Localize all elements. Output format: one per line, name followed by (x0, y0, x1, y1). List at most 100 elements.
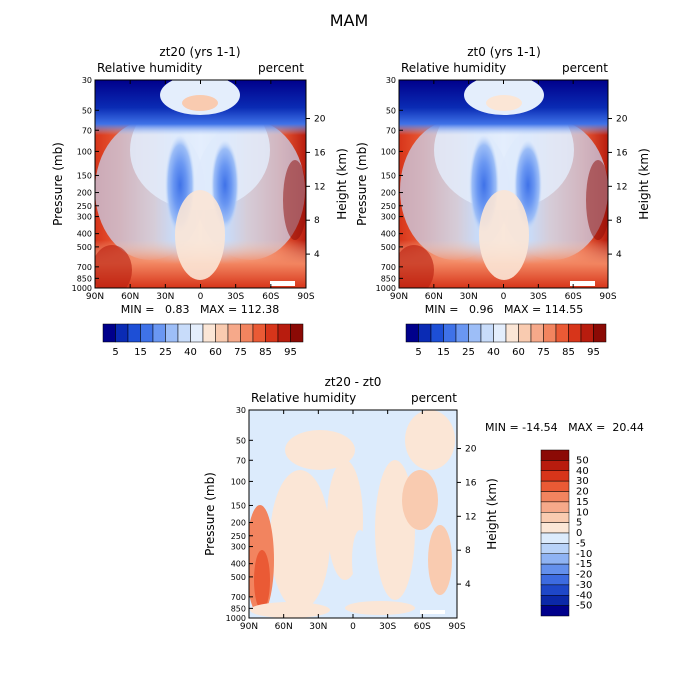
stats-text: MIN = -14.54 MAX = 20.44 (485, 421, 644, 434)
panel-difference: zt20 - zt0 Relative humidity percent 90N… (203, 375, 644, 632)
x-tick-label: 0 (501, 292, 507, 302)
colorbar-box (540, 460, 570, 471)
y-tick-label: 50 (386, 106, 396, 115)
y-tick-label: 850 (231, 604, 246, 613)
y-tick-right-label: 20 (616, 115, 628, 125)
x-tick-label: 60N (425, 292, 443, 302)
y-tick-label: 700 (77, 263, 92, 272)
colorbar-label: 95 (587, 347, 600, 358)
colorbar-box (418, 323, 432, 343)
colorbar-box (190, 323, 204, 343)
colorbar-box (430, 323, 444, 343)
colorbar-label: -15 (576, 559, 592, 570)
y-tick-label: 30 (236, 406, 246, 415)
colorbar-label: -40 (576, 590, 592, 601)
y-tick-label: 200 (231, 519, 246, 528)
panel-zt0: zt0 (yrs 1-1) Relative humidity percent … (355, 45, 651, 358)
y-tick-right-label: 8 (465, 546, 471, 556)
y-tick-label: 70 (386, 126, 396, 135)
y-tick-label: 250 (77, 202, 92, 211)
colorbar-box (540, 532, 570, 544)
colorbar-box (540, 522, 570, 534)
y-tick-right-label: 4 (465, 580, 471, 590)
y-tick-label: 850 (77, 274, 92, 283)
colorbar-box (540, 584, 570, 596)
colorbar-box (540, 543, 570, 554)
y-tick-right-label: 16 (314, 148, 326, 158)
colorbar: 5 15 25 40 60 75 85 95 (102, 323, 304, 358)
colorbar-box (227, 323, 241, 343)
y-axis-label-right: Height (km) (485, 478, 499, 549)
colorbar-box (580, 323, 594, 343)
colorbar-box (540, 553, 570, 565)
y-tick-label: 500 (231, 573, 246, 582)
x-tick-label: 60N (275, 622, 293, 632)
panel-zt20: zt20 (yrs 1-1) Relative humidity percent… (51, 45, 349, 358)
x-tick-label: 60N (121, 292, 139, 302)
colorbar: 5 15 25 40 60 75 85 95 (405, 323, 607, 358)
x-tick-label: 30N (309, 622, 327, 632)
y-tick-right-label: 12 (465, 512, 476, 522)
y-tick-right-label: 16 (616, 148, 628, 158)
colorbar-label: 60 (512, 347, 525, 358)
y-tick-label: 700 (381, 263, 396, 272)
y-axis-label: Pressure (mb) (203, 472, 217, 556)
panel-subtitle-left: Relative humidity (401, 61, 506, 75)
colorbar-box (530, 323, 544, 343)
stats-text: MIN = 0.83 MAX = 112.38 (121, 303, 279, 316)
colorbar-label: 50 (576, 455, 589, 466)
colorbar-label: 15 (437, 347, 450, 358)
colorbar-box (140, 323, 154, 343)
y-tick-right-label: 16 (465, 478, 477, 488)
colorbar-label: 5 (576, 518, 582, 529)
y-tick-label: 250 (381, 202, 396, 211)
y-tick-label: 400 (77, 230, 92, 239)
colorbar-box (540, 595, 570, 606)
y-tick-right-label: 8 (616, 216, 622, 226)
colorbar-box (405, 323, 419, 343)
y-tick-right-label: 4 (314, 250, 320, 260)
colorbar-box (493, 323, 507, 343)
y-tick-label: 50 (82, 106, 92, 115)
y-tick-label: 100 (381, 147, 396, 156)
x-tick-label: 30S (530, 292, 547, 302)
y-tick-label: 30 (386, 76, 396, 85)
y-tick-label: 1000 (72, 284, 92, 293)
colorbar-label: 0 (576, 528, 582, 539)
y-tick-right-label: 8 (314, 216, 320, 226)
y-tick-label: 300 (381, 213, 396, 222)
colorbar-box (165, 323, 179, 343)
colorbar-label: -30 (576, 580, 592, 591)
colorbar-label: 40 (184, 347, 197, 358)
heatmap-field (399, 80, 608, 288)
colorbar-box (102, 323, 116, 343)
colorbar-label: 5 (415, 347, 421, 358)
y-axis-label-right: Height (km) (335, 148, 349, 219)
heatmap-field (95, 80, 306, 288)
colorbar-box (518, 323, 532, 343)
stats-text: MIN = 0.96 MAX = 114.55 (425, 303, 583, 316)
panel-title: zt20 - zt0 (325, 375, 382, 389)
colorbar-box (505, 323, 519, 343)
y-tick-label: 200 (77, 189, 92, 198)
y-tick-label: 700 (231, 593, 246, 602)
x-tick-label: 90N (390, 292, 408, 302)
colorbar-box (540, 501, 570, 513)
x-tick-label: 30S (379, 622, 396, 632)
colorbar-box (540, 449, 570, 461)
x-tick-label: 30S (227, 292, 244, 302)
colorbar-box (568, 323, 582, 343)
y-tick-label: 100 (77, 147, 92, 156)
panel-subtitle-left: Relative humidity (251, 391, 356, 405)
y-tick-right-label: 20 (314, 115, 326, 125)
colorbar-box (127, 323, 141, 343)
panel-subtitle-right: percent (258, 61, 304, 75)
colorbar-box (215, 323, 229, 343)
colorbar-label: 40 (487, 347, 500, 358)
colorbar-label: 75 (537, 347, 550, 358)
colorbar-box (290, 323, 304, 343)
y-tick-label: 70 (82, 126, 92, 135)
y-tick-right-label: 4 (616, 250, 622, 260)
y-tick-right-label: 20 (465, 445, 477, 455)
